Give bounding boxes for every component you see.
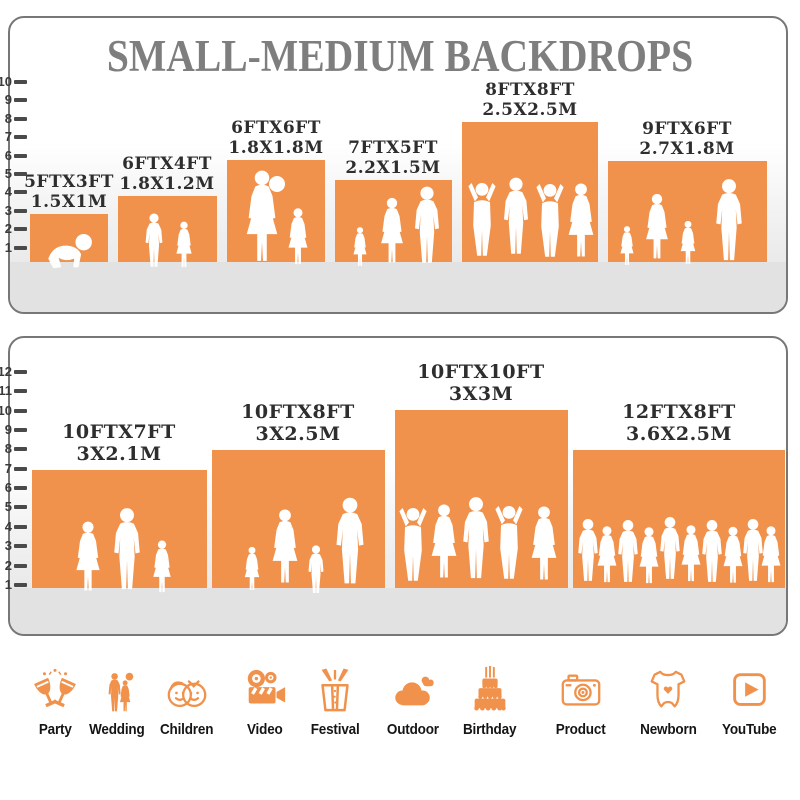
ground-strip bbox=[10, 262, 786, 312]
ytick-7: 7 bbox=[0, 130, 27, 144]
bar-label-9ftx6ft: 9FTX6FT 2.7X1.8M bbox=[639, 119, 735, 159]
category-newborn: Newborn bbox=[626, 666, 710, 738]
ytick-1: 1 bbox=[0, 241, 27, 255]
ytick-3: 3 bbox=[0, 204, 27, 218]
ytick-4: 4 bbox=[0, 520, 27, 534]
category-outdoor: Outdoor bbox=[371, 666, 455, 738]
category-children: Children bbox=[145, 666, 229, 738]
youtube-icon bbox=[733, 673, 766, 706]
bar-label-12ftx8ft: 12FTX8FT 3.6X2.5M bbox=[622, 401, 736, 445]
category-birthday: Birthday bbox=[448, 666, 532, 738]
category-festival: Festival bbox=[293, 666, 377, 738]
bar-label-5ftx3ft: 5FTX3FT 1.5X1M bbox=[24, 172, 114, 212]
bar-5ftx3ft bbox=[30, 214, 108, 262]
ytick-8: 8 bbox=[0, 442, 27, 456]
newborn-icon bbox=[650, 670, 686, 708]
ytick-3: 3 bbox=[0, 539, 27, 553]
bar-6ftx4ft bbox=[118, 196, 217, 262]
ytick-7: 7 bbox=[0, 462, 27, 476]
ytick-2: 2 bbox=[0, 559, 27, 573]
festival-icon bbox=[321, 668, 349, 712]
ytick-9: 9 bbox=[0, 423, 27, 437]
bar-label-6ftx6ft: 6FTX6FT 1.8X1.8M bbox=[228, 118, 324, 158]
bar-10ftx7ft bbox=[32, 470, 207, 588]
bar-7ftx5ft bbox=[335, 180, 452, 262]
ytick-10: 10 bbox=[0, 404, 27, 418]
ytick-5: 5 bbox=[0, 500, 27, 514]
ytick-6: 6 bbox=[0, 481, 27, 495]
ytick-11: 11 bbox=[0, 384, 27, 398]
children-icon bbox=[167, 680, 207, 708]
party-icon bbox=[34, 668, 76, 708]
ytick-10: 10 bbox=[0, 75, 27, 89]
video-icon bbox=[247, 669, 286, 704]
bar-label-7ftx5ft: 7FTX5FT 2.2X1.5M bbox=[345, 138, 441, 178]
ytick-12: 12 bbox=[0, 365, 27, 379]
bar-10ftx10ft bbox=[395, 410, 568, 588]
category-product: Product bbox=[539, 666, 623, 738]
bar-label-10ftx7ft: 10FTX7FT 3X2.1M bbox=[62, 421, 176, 465]
bar-label-10ftx10ft: 10FTX10FT 3X3M bbox=[417, 361, 545, 405]
bar-label-8ftx8ft: 8FTX8FT 2.5X2.5M bbox=[482, 80, 578, 120]
bar-label-10ftx8ft: 10FTX8FT 3X2.5M bbox=[241, 401, 355, 445]
product-icon bbox=[561, 674, 601, 706]
ytick-2: 2 bbox=[0, 222, 27, 236]
category-video: Video bbox=[223, 666, 307, 738]
ytick-8: 8 bbox=[0, 112, 27, 126]
category-wedding: Wedding bbox=[75, 666, 159, 738]
ytick-5: 5 bbox=[0, 167, 27, 181]
birthday-icon bbox=[474, 666, 506, 711]
bar-label-6ftx4ft: 6FTX4FT 1.8X1.2M bbox=[119, 154, 215, 194]
page-title: SMALL-MEDIUM BACKDROPS bbox=[106, 31, 694, 81]
ytick-6: 6 bbox=[0, 149, 27, 163]
category-youtube: YouTube bbox=[707, 666, 791, 738]
outdoor-icon bbox=[395, 676, 434, 706]
bar-10ftx8ft bbox=[212, 450, 385, 588]
wedding-icon bbox=[108, 672, 134, 712]
ytick-4: 4 bbox=[0, 185, 27, 199]
ground-strip bbox=[10, 588, 786, 634]
ytick-9: 9 bbox=[0, 93, 27, 107]
bar-12ftx8ft bbox=[573, 450, 785, 588]
ytick-1: 1 bbox=[0, 578, 27, 592]
bar-9ftx6ft bbox=[608, 161, 767, 262]
category-party: Party bbox=[13, 666, 97, 738]
